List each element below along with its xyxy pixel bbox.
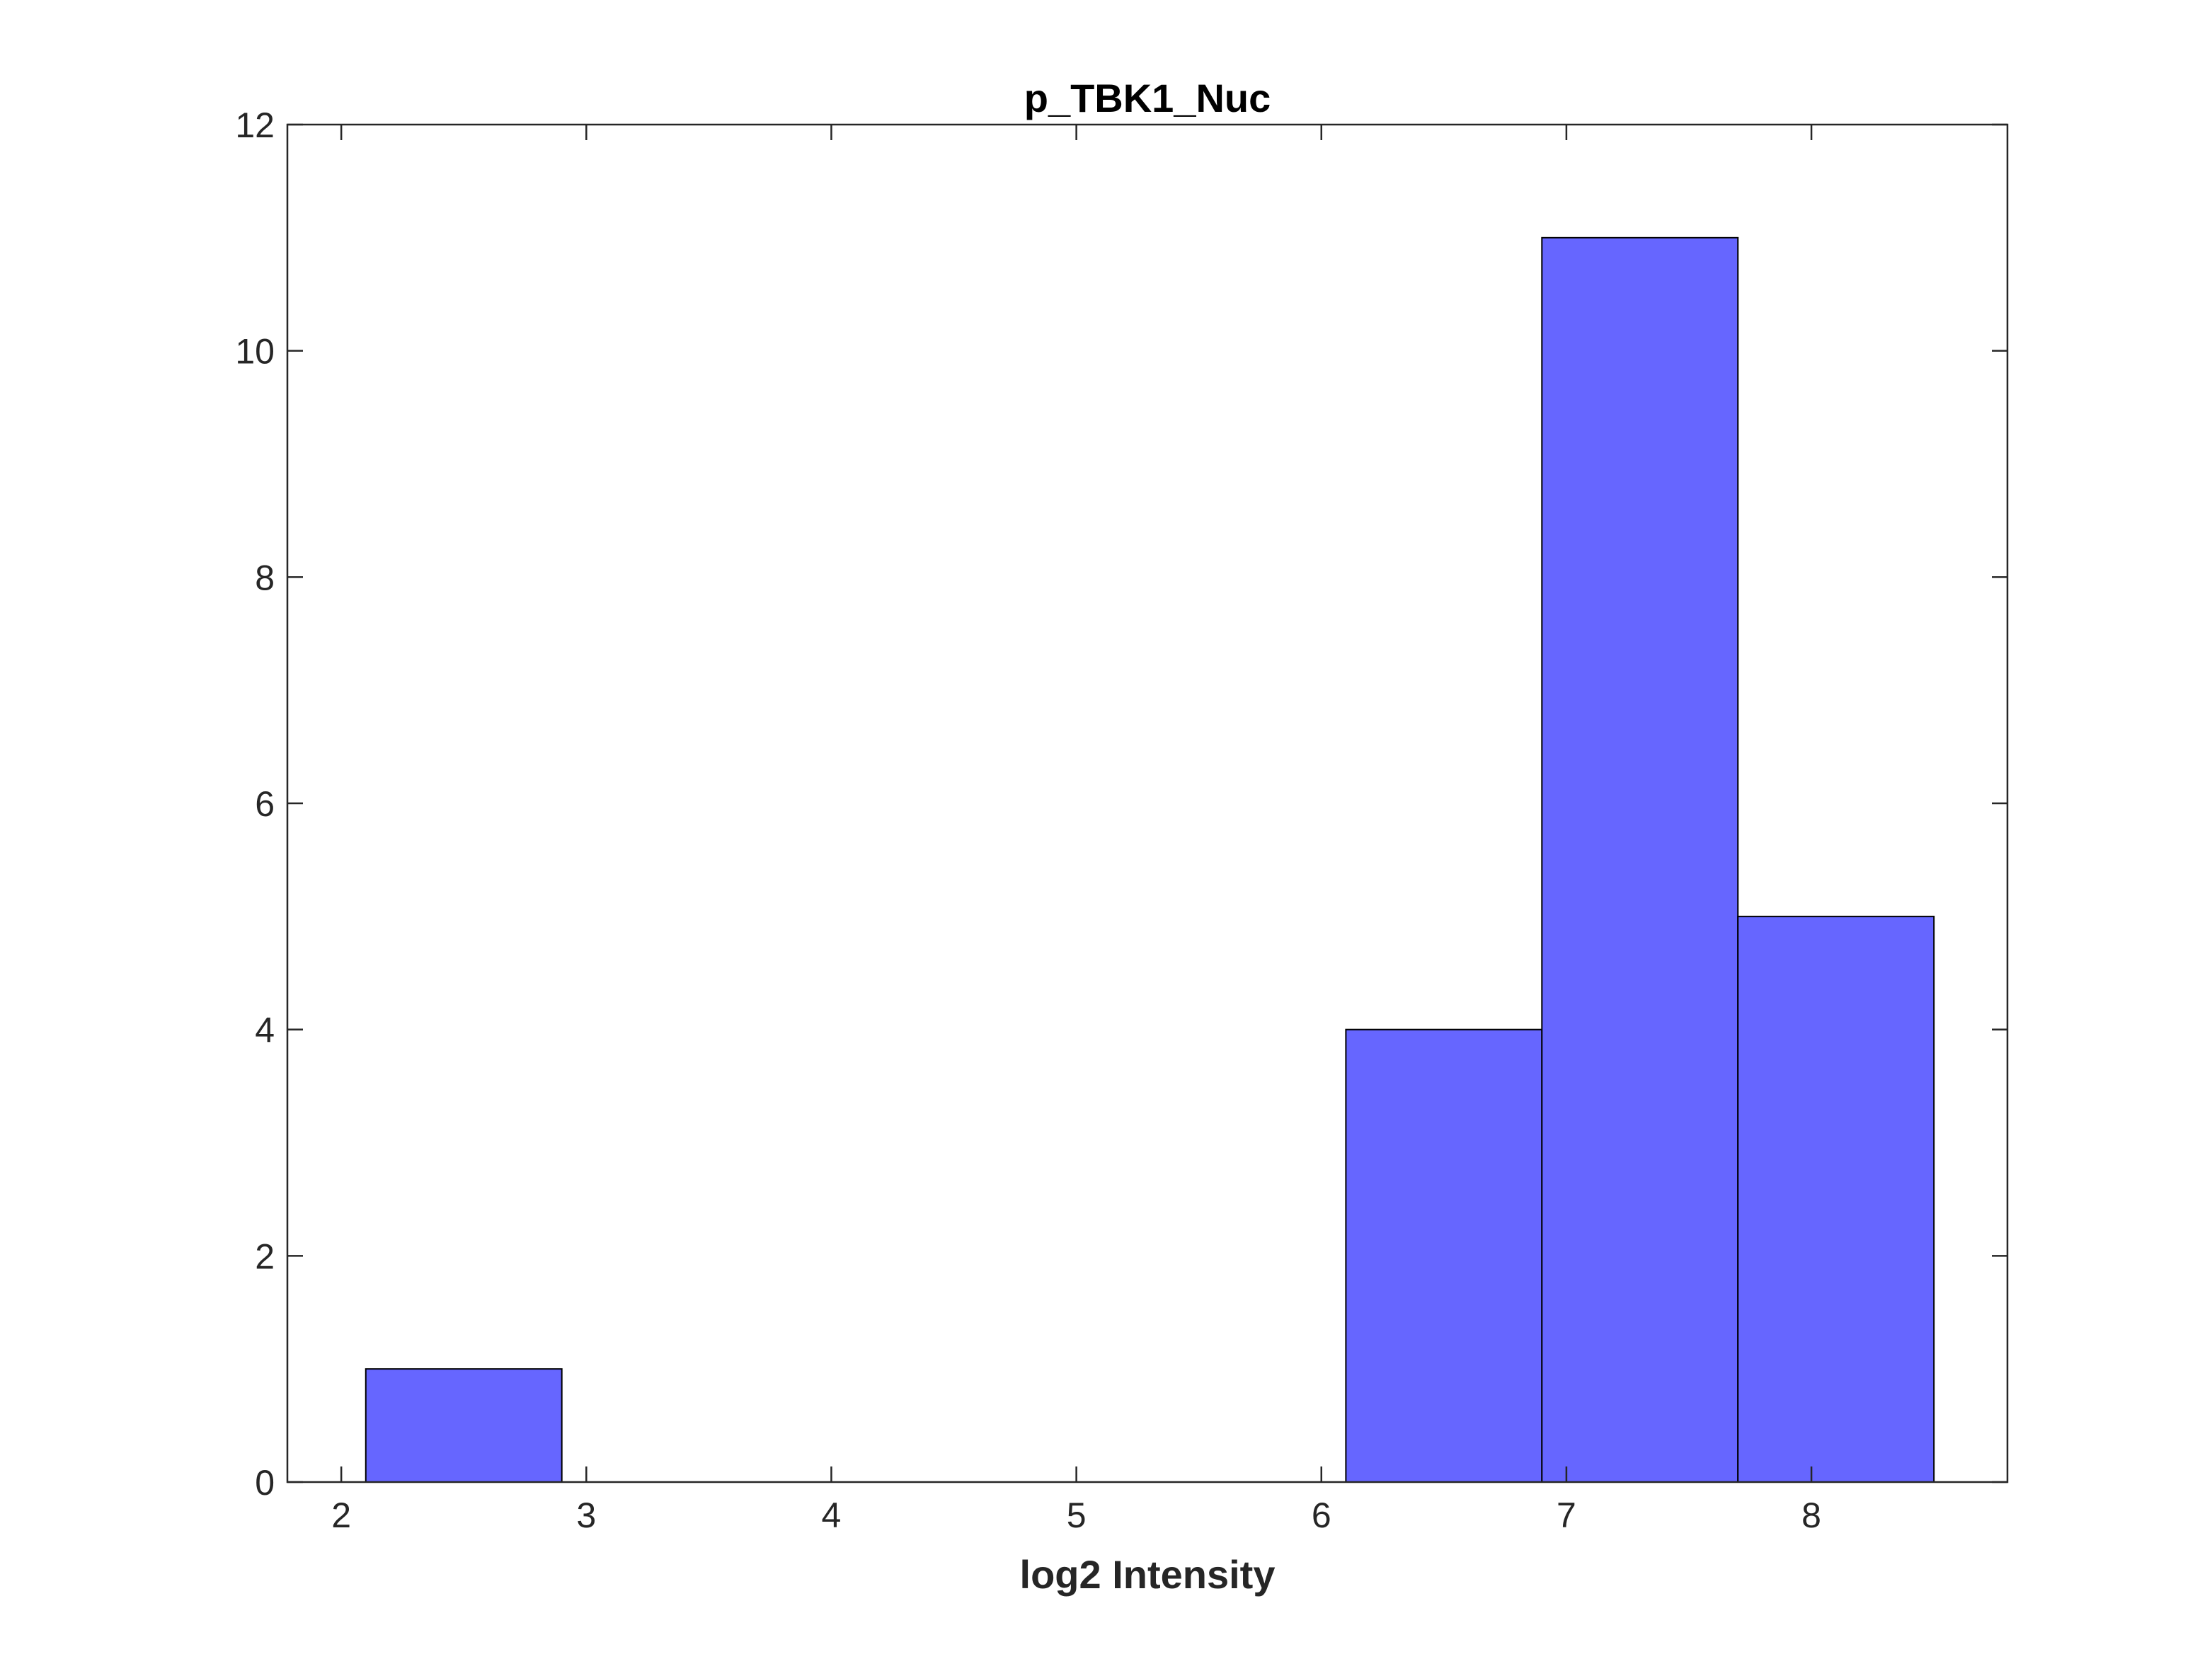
histogram-bar-3 xyxy=(1737,915,1935,1483)
chart-title: p_TBK1_Nuc xyxy=(1024,76,1271,120)
y-tick-label-4: 8 xyxy=(255,558,275,597)
bars-layer xyxy=(365,236,1935,1483)
histogram-bar-0 xyxy=(365,1368,563,1483)
y-tick-label-6: 12 xyxy=(235,105,275,145)
x-tick-label-1: 3 xyxy=(576,1496,596,1535)
x-tick-label-3: 5 xyxy=(1067,1496,1087,1535)
y-tick-label-3: 6 xyxy=(255,784,275,824)
y-axis-ticks: 0 2 4 6 8 10 12 xyxy=(235,105,2007,1503)
y-tick-label-5: 10 xyxy=(235,332,275,372)
histogram-bar-1 xyxy=(1345,1028,1543,1483)
x-axis-label: log2 Intensity xyxy=(1020,1552,1276,1597)
y-tick-label-0: 0 xyxy=(255,1463,275,1503)
y-tick-label-2: 4 xyxy=(255,1011,275,1050)
histogram-bar-2 xyxy=(1541,236,1739,1483)
x-tick-label-5: 7 xyxy=(1557,1496,1576,1535)
x-tick-label-6: 8 xyxy=(1801,1496,1821,1535)
x-axis-ticks: 2 3 4 5 6 7 8 xyxy=(331,125,1821,1535)
x-tick-label-2: 4 xyxy=(822,1496,842,1535)
y-tick-label-1: 2 xyxy=(255,1236,275,1276)
x-tick-label-0: 2 xyxy=(331,1496,351,1535)
x-tick-label-4: 6 xyxy=(1312,1496,1331,1535)
